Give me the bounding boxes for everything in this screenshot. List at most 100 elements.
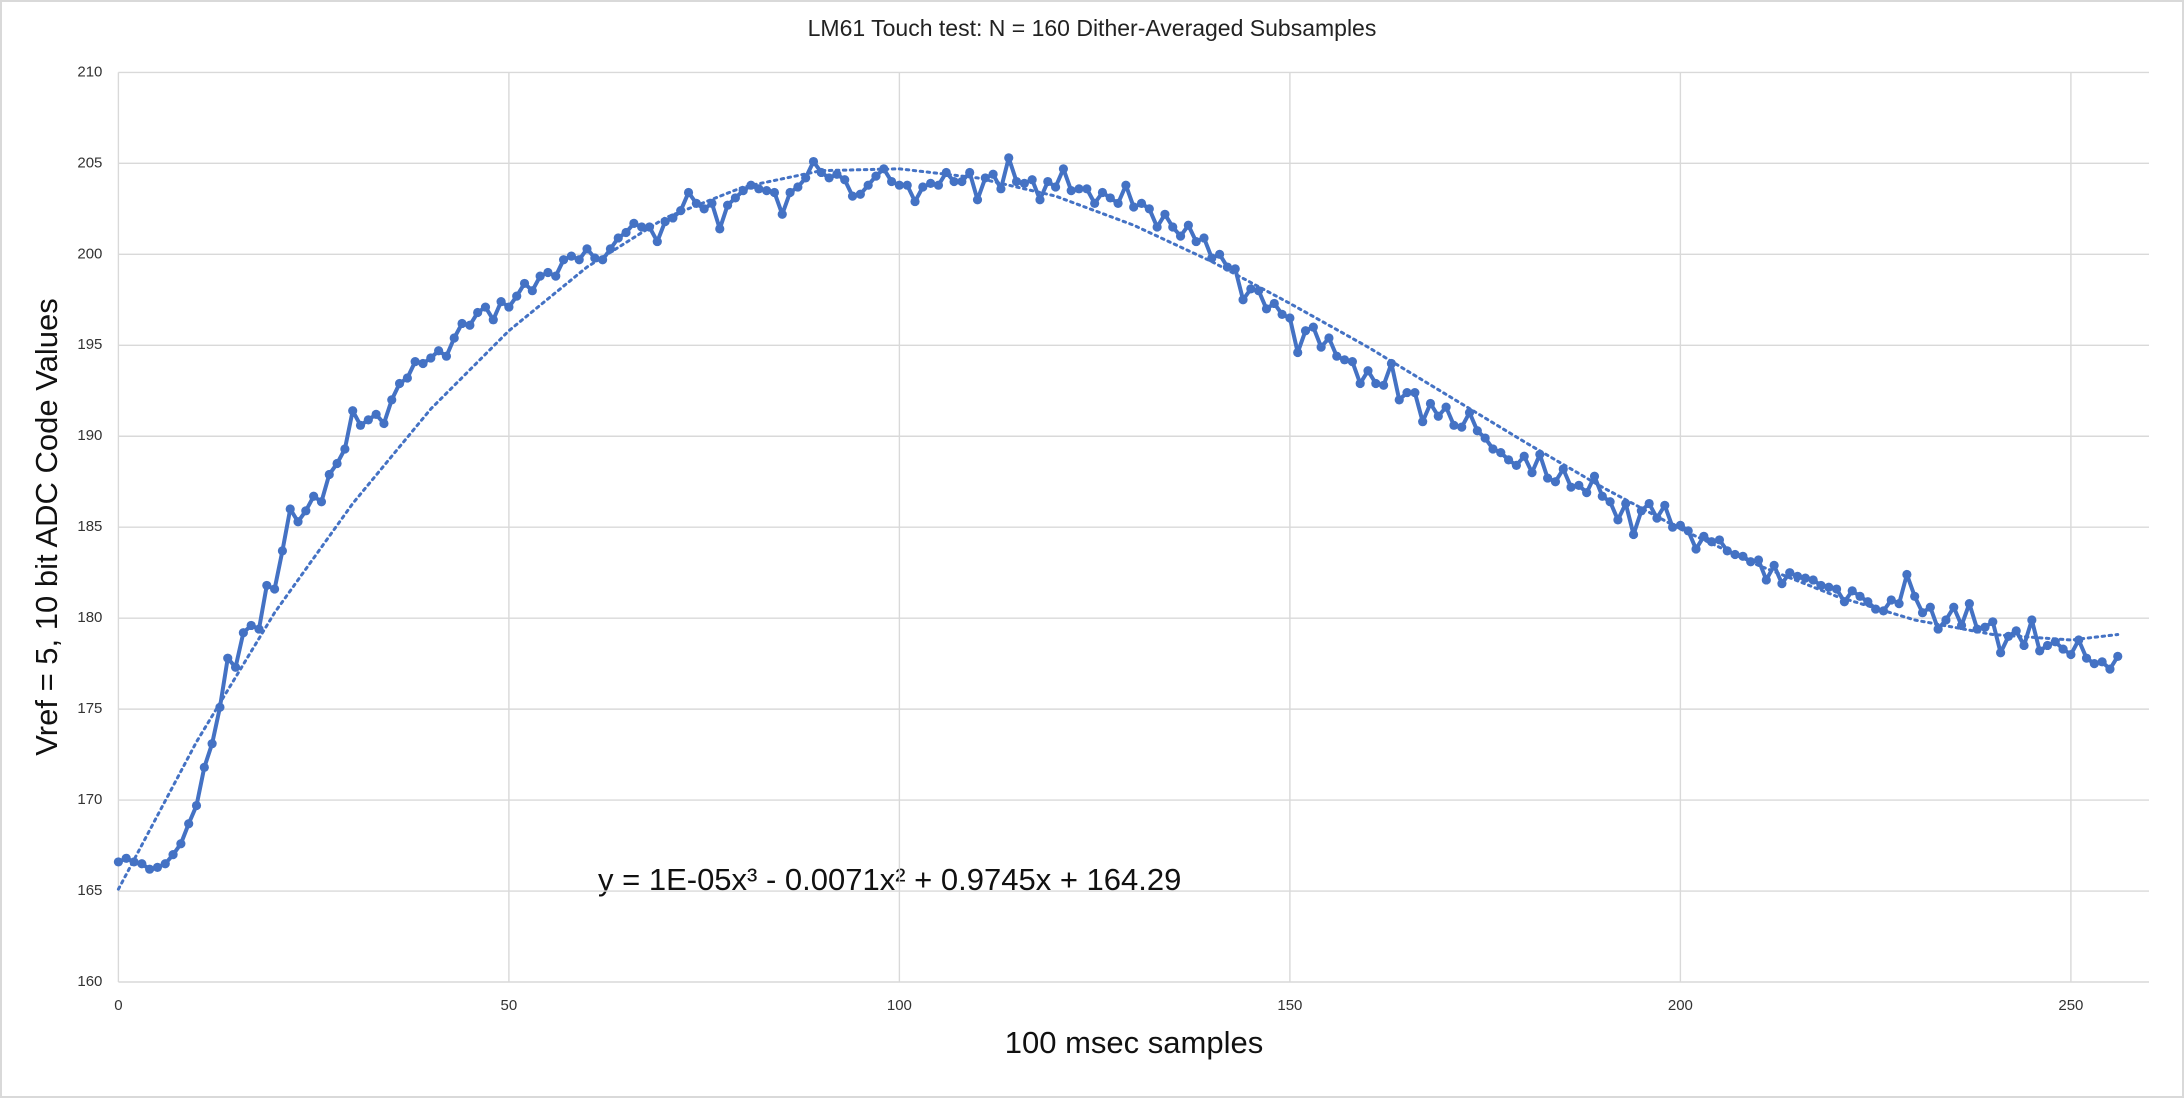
data-point	[1886, 595, 1896, 605]
data-point	[316, 497, 327, 507]
data-point	[933, 180, 944, 190]
data-point	[1714, 535, 1725, 545]
data-point	[152, 862, 163, 872]
data-point	[1519, 451, 1529, 461]
data-point	[176, 839, 186, 849]
data-point	[730, 193, 740, 203]
data-point	[2035, 646, 2045, 656]
data-point	[1464, 407, 1475, 418]
data-point	[605, 244, 616, 254]
data-point	[426, 353, 436, 363]
y-tick-label: 180	[77, 609, 102, 626]
data-point	[191, 800, 202, 811]
data-point	[1011, 176, 1022, 187]
data-point	[1339, 355, 1350, 365]
data-point	[832, 169, 842, 179]
data-point	[1090, 198, 1100, 208]
data-point	[1472, 426, 1482, 436]
data-point	[121, 853, 131, 863]
data-point	[394, 378, 405, 389]
y-tick-label: 205	[77, 154, 102, 171]
data-point	[1894, 599, 1904, 609]
data-point	[1105, 193, 1115, 203]
data-point	[1800, 573, 1810, 583]
data-point	[1847, 586, 1857, 596]
data-point	[535, 271, 545, 281]
data-point	[512, 291, 522, 301]
data-point	[1246, 284, 1256, 294]
data-point	[972, 195, 983, 205]
data-point	[637, 222, 647, 232]
data-point	[1168, 222, 1178, 232]
data-point	[137, 859, 147, 869]
data-point	[762, 186, 772, 196]
data-point	[1503, 455, 1514, 465]
data-point	[1199, 233, 1209, 243]
data-point	[504, 302, 514, 312]
data-point	[1605, 497, 1615, 507]
data-point	[1144, 204, 1154, 214]
data-point	[2066, 649, 2076, 660]
x-tick-label: 100	[887, 997, 912, 1014]
data-point	[1785, 568, 1795, 578]
data-point	[1628, 529, 1639, 540]
data-point	[543, 267, 553, 278]
data-point	[223, 653, 233, 663]
data-point	[1027, 175, 1037, 185]
data-point	[2113, 651, 2123, 661]
data-point	[847, 191, 858, 201]
data-point	[1644, 498, 1654, 509]
data-point	[1152, 222, 1162, 232]
data-point	[793, 182, 803, 192]
data-point	[1043, 176, 1053, 187]
data-point	[1988, 617, 1998, 627]
data-point	[1051, 182, 1061, 192]
data-point	[519, 278, 530, 289]
trendline	[116, 167, 2120, 891]
y-tick-label: 160	[77, 973, 102, 990]
data-point	[1261, 304, 1272, 314]
data-point	[410, 357, 420, 367]
data-point	[1058, 164, 1069, 174]
data-point	[1582, 488, 1592, 498]
data-point	[254, 624, 264, 634]
data-point	[1097, 187, 1108, 198]
data-point	[309, 491, 319, 501]
data-point	[293, 517, 303, 527]
data-point	[301, 506, 311, 516]
data-point	[387, 395, 397, 405]
data-point	[184, 819, 194, 829]
data-point	[1855, 591, 1865, 601]
data-point	[2027, 615, 2037, 625]
data-point	[715, 224, 725, 234]
data-point	[621, 227, 631, 238]
data-point	[355, 420, 366, 430]
data-point	[629, 218, 639, 228]
x-tick-label: 250	[2058, 997, 2083, 1014]
data-point	[1691, 544, 1701, 554]
data-point	[1269, 298, 1279, 309]
data-point	[1113, 198, 1123, 208]
data-point	[324, 469, 334, 480]
data-point	[699, 204, 709, 214]
data-point	[1566, 482, 1576, 492]
data-point	[2042, 640, 2053, 651]
data-point	[2081, 653, 2092, 663]
data-point	[1347, 357, 1357, 367]
data-point	[238, 628, 248, 638]
data-point	[785, 187, 795, 198]
data-point	[1410, 387, 1420, 398]
data-point	[957, 176, 967, 187]
data-point	[262, 580, 272, 591]
data-point	[926, 178, 936, 188]
data-point	[434, 346, 444, 356]
data-point	[113, 857, 123, 867]
data-point	[824, 173, 834, 183]
data-point	[965, 167, 975, 178]
data-point	[1832, 584, 1842, 594]
data-point	[160, 859, 170, 869]
data-point	[551, 271, 561, 281]
data-point	[1769, 560, 1779, 571]
